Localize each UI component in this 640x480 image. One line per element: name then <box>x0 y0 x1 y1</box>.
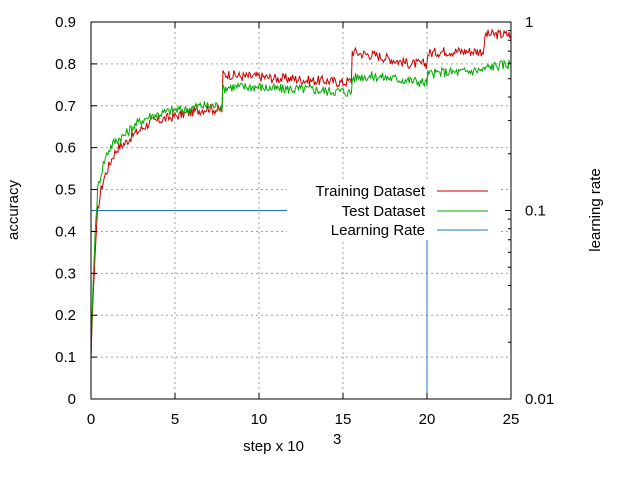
axes: 0 5 10 15 20 25 0 0.1 0.2 0.3 0.4 0.5 0.6 0.7 0.8 0.9 0.… <box>55 14 554 428</box>
x-axis-title-exponent: 3 <box>333 431 341 448</box>
y2-tick-label: 0.01 <box>525 391 554 408</box>
x-tick-label: 0 <box>87 411 95 428</box>
y2-axis-title: learning rate <box>587 168 604 251</box>
y-tick-label: 0.9 <box>55 14 76 31</box>
grid <box>91 22 511 399</box>
y-tick-label: 0 <box>68 391 76 408</box>
series-line-training-dataset <box>90 28 512 358</box>
x-tick-label: 5 <box>171 411 179 428</box>
series-line-test-dataset <box>90 58 512 358</box>
y-tick-label: 0.7 <box>55 98 76 115</box>
x-tick-label: 15 <box>335 411 352 428</box>
y2-tick-label: 0.1 <box>525 203 546 220</box>
legend-label: Learning Rate <box>331 222 425 239</box>
y-tick-label: 0.5 <box>55 182 76 199</box>
x-tick-label: 10 <box>251 411 268 428</box>
y-tick-label: 0.8 <box>55 56 76 73</box>
x-tick-label: 20 <box>419 411 436 428</box>
legend: Training Dataset Test Dataset Learning Rat… <box>316 183 488 239</box>
legend-label: Test Dataset <box>342 203 426 220</box>
y2-tick-label: 1 <box>525 14 533 31</box>
y-tick-label: 0.4 <box>55 223 76 240</box>
y-tick-label: 0.2 <box>55 307 76 324</box>
legend-label: Training Dataset <box>316 183 426 200</box>
x-axis-title: step x 10 <box>243 438 304 455</box>
x-tick-label: 25 <box>503 411 520 428</box>
y-axis-title: accuracy <box>5 179 22 240</box>
y-tick-label: 0.1 <box>55 349 76 366</box>
y-tick-label: 0.3 <box>55 265 76 282</box>
y-tick-label: 0.6 <box>55 140 76 157</box>
